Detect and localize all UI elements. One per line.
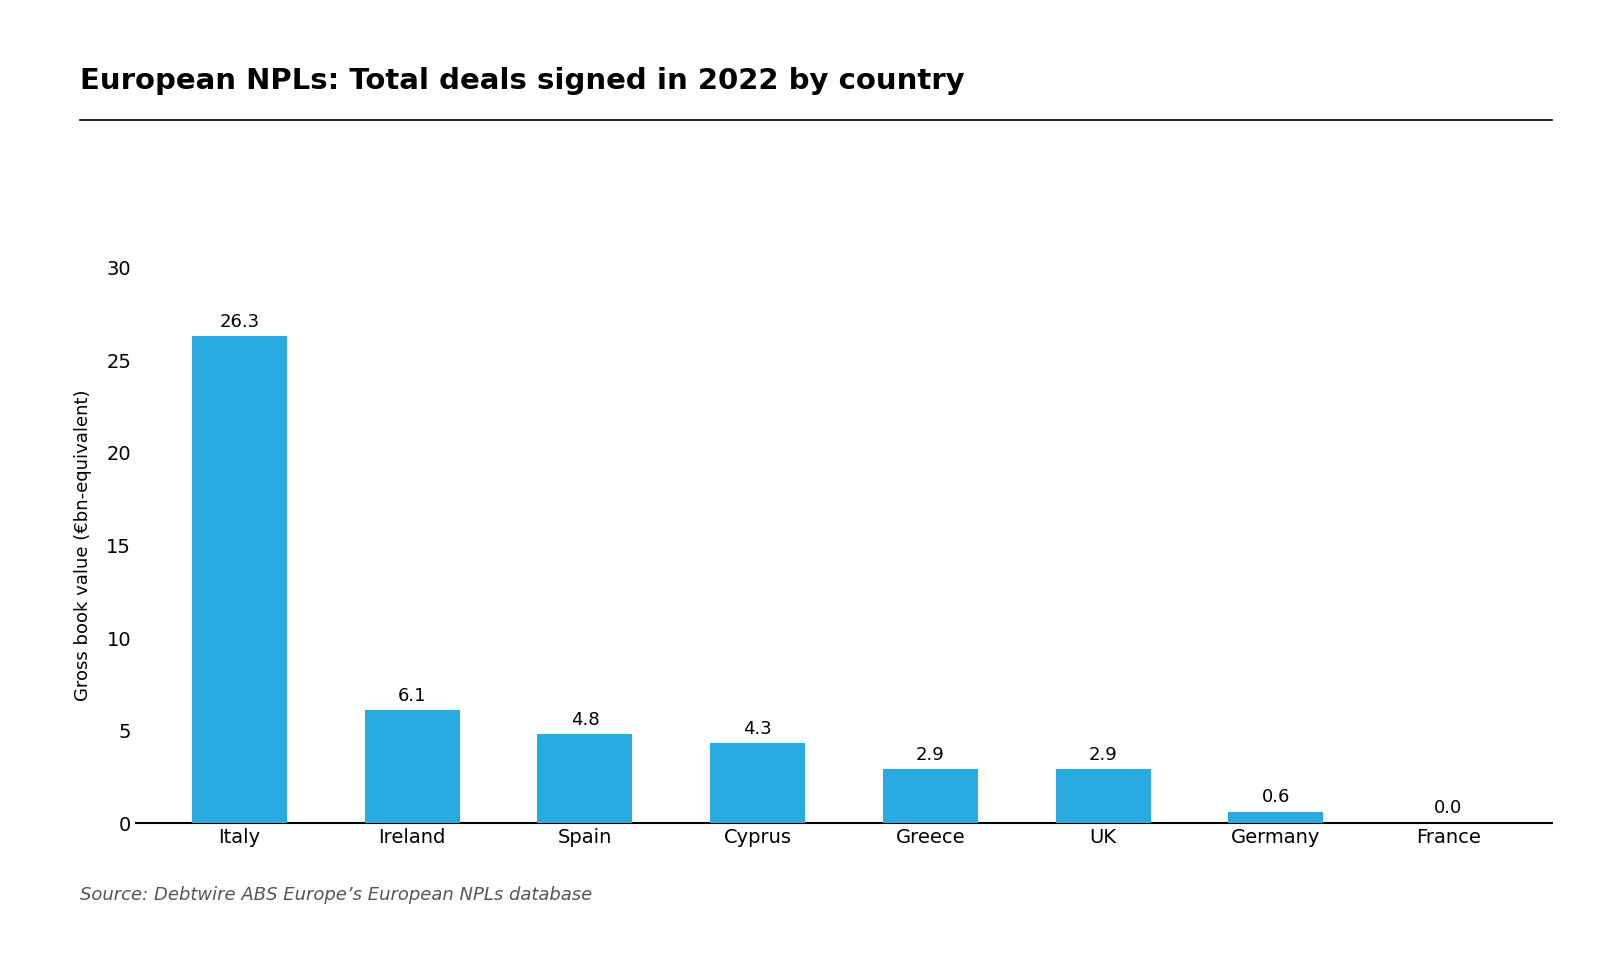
Bar xyxy=(538,734,632,823)
Text: 26.3: 26.3 xyxy=(219,313,259,331)
Bar xyxy=(1229,812,1323,823)
Bar xyxy=(365,710,459,823)
Text: 4.3: 4.3 xyxy=(744,720,773,738)
Bar xyxy=(192,337,286,823)
Bar xyxy=(883,769,978,823)
Text: 0.6: 0.6 xyxy=(1261,789,1290,807)
Text: 2.9: 2.9 xyxy=(1088,746,1117,764)
Text: Source: Debtwire ABS Europe’s European NPLs database: Source: Debtwire ABS Europe’s European N… xyxy=(80,886,592,904)
Text: 4.8: 4.8 xyxy=(571,711,600,728)
Bar xyxy=(710,744,805,823)
Text: 0.0: 0.0 xyxy=(1434,799,1462,817)
Y-axis label: Gross book value (€bn-equivalent): Gross book value (€bn-equivalent) xyxy=(74,389,93,701)
Bar xyxy=(1056,769,1150,823)
Text: European NPLs: Total deals signed in 2022 by country: European NPLs: Total deals signed in 202… xyxy=(80,67,965,95)
Text: 6.1: 6.1 xyxy=(398,686,427,704)
Text: 2.9: 2.9 xyxy=(915,746,944,764)
